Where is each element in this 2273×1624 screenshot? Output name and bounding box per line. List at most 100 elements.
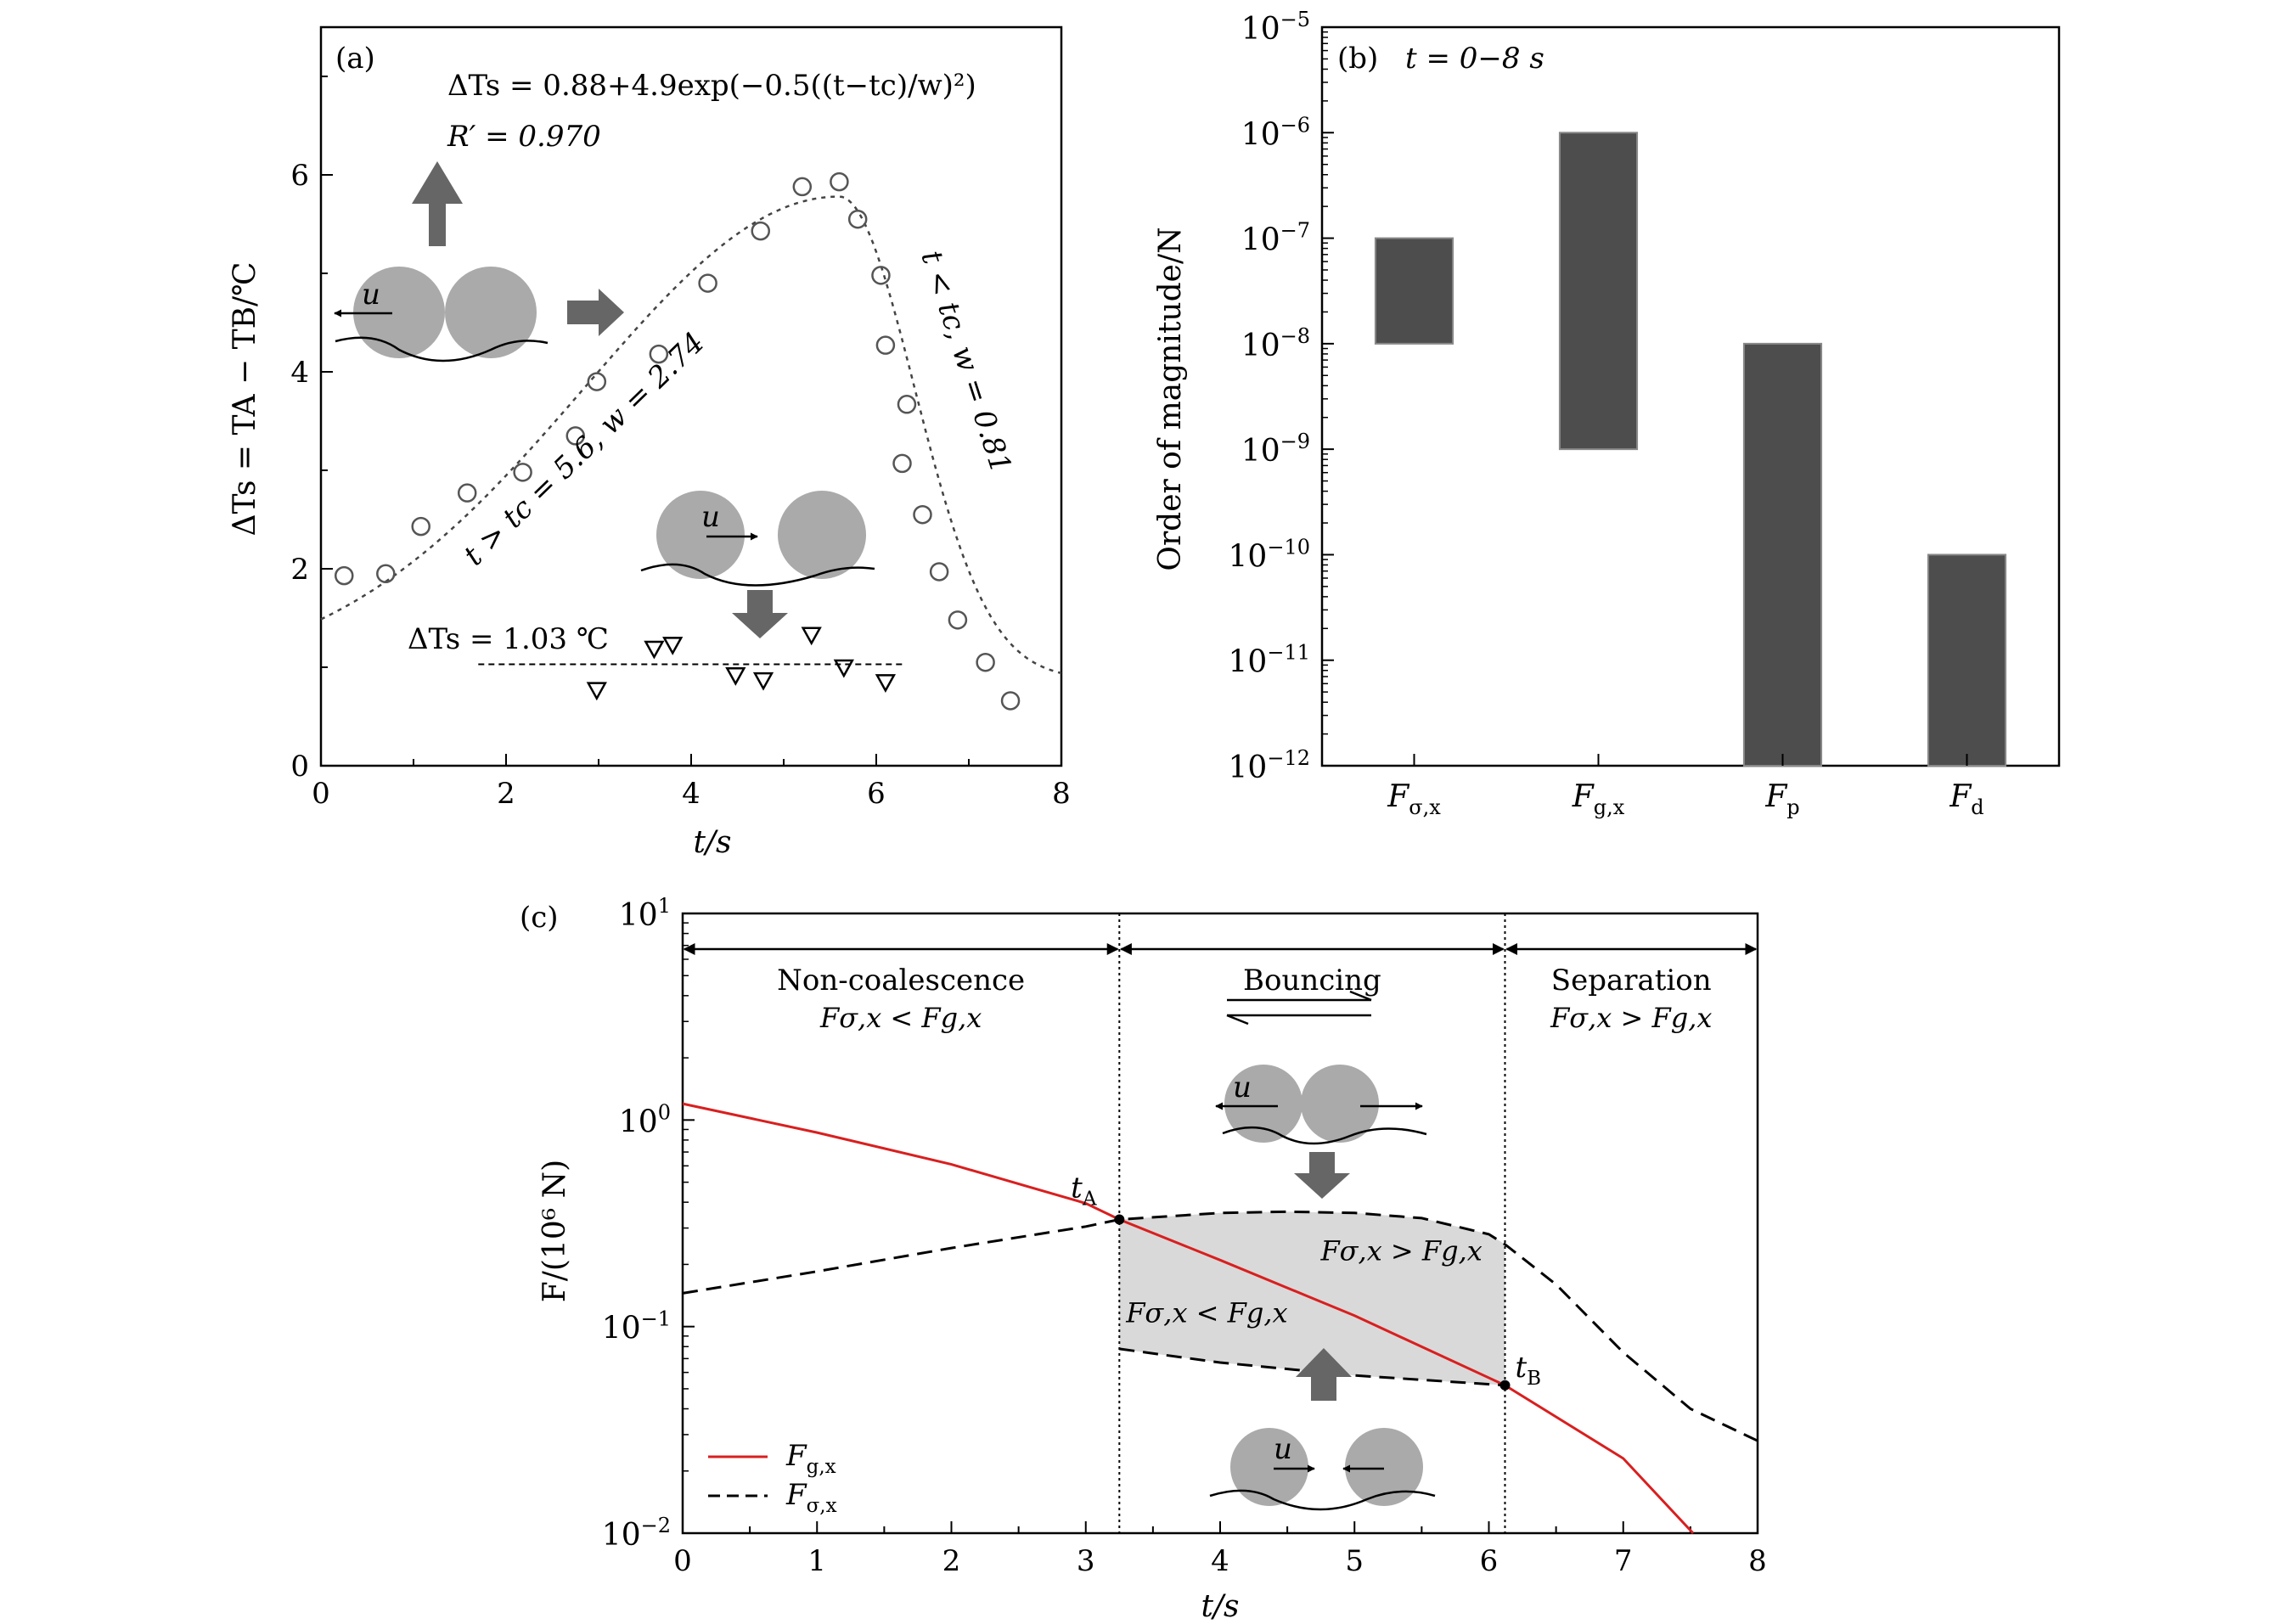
y-tick-label: 10−2 — [602, 1514, 671, 1553]
panel-a-x-axis-title: t/s — [693, 825, 731, 860]
y-tick-label: 2 — [290, 553, 309, 587]
circle-point — [847, 209, 868, 229]
x-tick-label: 2 — [942, 1544, 961, 1578]
circle-point — [976, 652, 995, 672]
right-arrow-icon — [567, 289, 624, 336]
y-tick-label: 6 — [290, 159, 309, 193]
up-arrow-icon — [1296, 1348, 1352, 1377]
circle-point — [698, 273, 717, 293]
panel-a-circle-series — [335, 171, 1021, 711]
region-name: Separation — [1551, 964, 1712, 997]
x-tick-label: 1 — [807, 1544, 826, 1578]
panel-b-x-tick-labels: Fσ,x Fg,x Fp Fd — [1387, 779, 1983, 819]
circle-point — [897, 395, 917, 414]
velocity-label: u — [701, 500, 720, 534]
x-tick-label: 7 — [1614, 1544, 1633, 1578]
up-arrow-shaft — [1311, 1375, 1336, 1401]
y-tick-label: 10−6 — [1241, 113, 1310, 152]
panel-a: 0 2 4 6 8 0 2 4 6 (a) ΔTs = 0.88+4.9exp(−0.5((t… — [228, 25, 1071, 860]
panel-c-x-tick-labels: 0 1 2 3 4 5 6 7 8 — [673, 1544, 1767, 1578]
y-tick-label: 10−11 — [1229, 641, 1310, 680]
droplet-left — [656, 491, 745, 579]
panel-a-y-tick-labels: 0 2 4 6 — [290, 159, 309, 784]
panel-c-ticks — [682, 913, 1758, 1534]
panel-a-inset-droplets-middle: u — [640, 491, 875, 638]
panel-a-y-axis-title: ΔTs = TA − TB/℃ — [228, 262, 262, 537]
panel-c-region-labels: Non-coalescence Fσ,x < Fg,x Bouncing Separa… — [777, 964, 1712, 1034]
circle-point — [871, 266, 891, 285]
panel-c-x-axis-title: t/s — [1201, 1589, 1239, 1624]
panel-c-label: (c) — [520, 901, 559, 935]
triangle-point — [725, 667, 746, 686]
y-tick-label: 101 — [619, 894, 671, 933]
x-tick-label: 2 — [497, 777, 515, 811]
legend-label: Fg,x — [785, 1439, 836, 1478]
droplet-left — [1230, 1428, 1308, 1506]
panel-a-ticks — [320, 76, 1062, 767]
y-tick-label: 10−5 — [1241, 8, 1310, 47]
label-tB: tB — [1515, 1351, 1541, 1390]
circle-point — [649, 344, 669, 364]
y-tick-label: 100 — [619, 1100, 671, 1139]
panel-b-bars — [1374, 132, 2007, 767]
x-tick-label: 6 — [1480, 1544, 1499, 1578]
triangle-point — [752, 672, 774, 691]
circle-point — [335, 565, 354, 586]
panel-b-label: (b) — [1337, 42, 1378, 76]
up-arrow-icon — [412, 161, 463, 246]
y-tick-label: 10−10 — [1229, 535, 1310, 574]
droplet-right — [1345, 1428, 1423, 1506]
x-tick-label: Fd — [1949, 779, 1983, 819]
circle-point — [830, 171, 849, 192]
panel-a-x-tick-labels: 0 2 4 6 8 — [312, 777, 1071, 811]
region-relation: Fσ,x < Fg,x — [819, 1002, 982, 1034]
panel-b: 10−5 10−6 10−7 10−8 10−9 10−10 10−11 10−12 Fσ,x… — [1153, 8, 2061, 819]
bar — [1558, 132, 1639, 451]
x-tick-label: 0 — [673, 1544, 692, 1578]
panel-c-lines — [682, 1102, 1758, 1535]
x-tick-label: 3 — [1077, 1544, 1095, 1578]
panel-c-points — [1114, 1214, 1511, 1391]
velocity-label: u — [362, 278, 380, 312]
x-tick-label: 8 — [1052, 777, 1071, 811]
panel-c: 0 1 2 3 4 5 6 7 8 101 100 10−1 10−2 Non-coalescence… — [520, 894, 1767, 1624]
surface-line — [1222, 1126, 1427, 1145]
droplet-right — [445, 267, 537, 358]
circle-point — [587, 372, 607, 391]
panel-c-inset-droplets-bottom: u — [1209, 1348, 1436, 1511]
triangle-point — [644, 640, 665, 660]
fsigma-x-upper-line — [682, 1210, 1758, 1442]
region-name: Non-coalescence — [777, 964, 1025, 997]
panel-c-y-tick-labels: 101 100 10−1 10−2 — [602, 894, 671, 1553]
surface-line — [1209, 1489, 1436, 1511]
y-tick-label: 10−8 — [1241, 324, 1310, 363]
down-arrow-icon — [732, 590, 788, 638]
velocity-label: u — [1233, 1070, 1252, 1104]
x-tick-label: Fσ,x — [1387, 779, 1441, 819]
x-tick-label: 8 — [1748, 1544, 1767, 1578]
panel-b-y-axis-title: Order of magnitude/N — [1153, 227, 1188, 570]
point-tB — [1499, 1380, 1511, 1391]
panel-c-legend: Fg,xFσ,x — [708, 1439, 837, 1517]
circle-point — [875, 335, 896, 355]
panel-b-time-label: t = 0−8 s — [1405, 42, 1544, 76]
fsigma-x-lower-line — [1119, 1347, 1505, 1387]
y-tick-label: 10−9 — [1241, 430, 1310, 469]
bar — [1742, 342, 1823, 767]
circle-point — [792, 177, 813, 197]
panel-b-ticks — [1322, 26, 1968, 767]
bar — [1374, 237, 1454, 345]
y-tick-label: 10−12 — [1229, 746, 1310, 785]
circle-point — [457, 483, 477, 503]
y-tick-label: 10−7 — [1241, 219, 1310, 258]
panel-a-inset-droplets-top: u — [334, 161, 624, 362]
x-tick-label: Fp — [1764, 779, 1799, 819]
circle-point — [751, 221, 770, 241]
panel-a-r-value: R′ = 0.970 — [447, 120, 601, 154]
triangle-point — [833, 659, 854, 678]
droplet-right — [1301, 1065, 1379, 1143]
circle-point — [929, 562, 949, 582]
panel-b-y-tick-labels: 10−5 10−6 10−7 10−8 10−9 10−10 10−11 10−12 — [1229, 8, 1310, 785]
droplet-right — [778, 491, 866, 579]
legend-label: Fσ,x — [785, 1478, 837, 1517]
